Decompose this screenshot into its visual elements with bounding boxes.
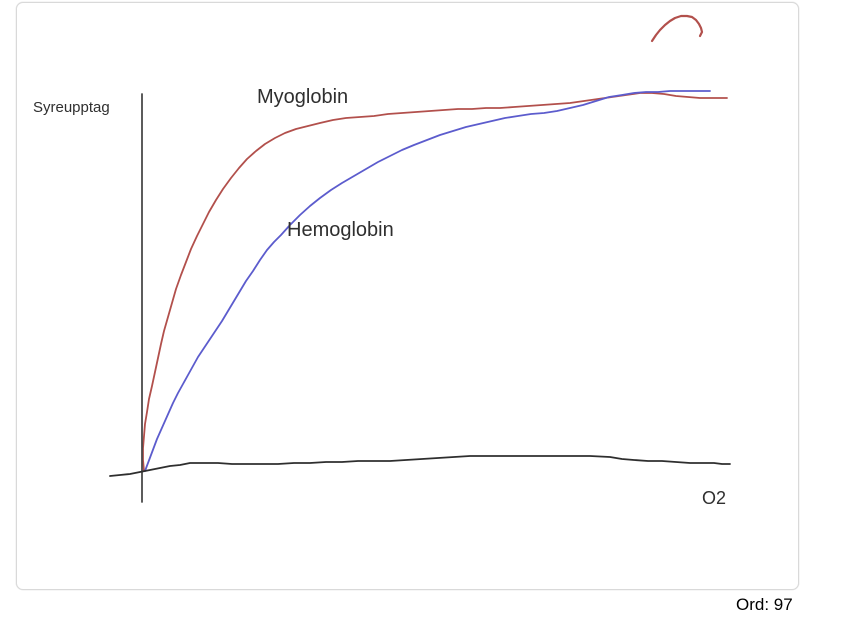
y-axis-label: Syreupptag [33,99,110,116]
x-axis-label: O2 [702,488,727,508]
word-count-label: Ord: 97 [736,595,793,614]
hemoglobin-series-label: Hemoglobin [287,219,394,241]
figure-card [16,2,799,590]
myoglobin-series-label: Myoglobin [257,86,349,108]
